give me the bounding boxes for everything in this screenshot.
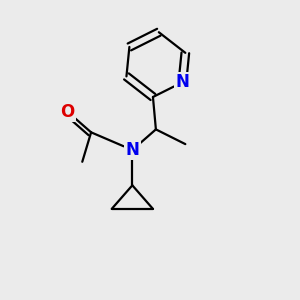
Text: N: N: [176, 73, 189, 91]
Text: N: N: [125, 141, 139, 159]
Text: O: O: [60, 103, 75, 121]
